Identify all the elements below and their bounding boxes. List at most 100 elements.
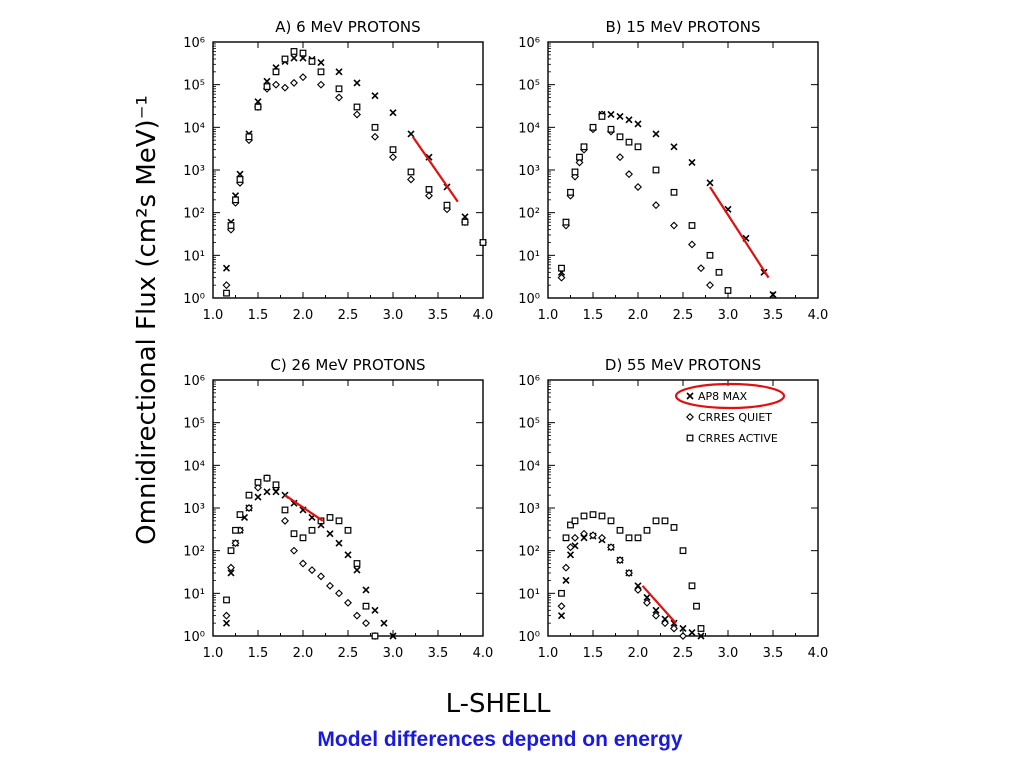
x-tick-label: 1.0: [538, 308, 559, 323]
data-point: [290, 54, 298, 62]
data-point: [335, 68, 343, 76]
panel-title: C) 26 MeV PROTONS: [270, 356, 425, 374]
data-point: [407, 168, 415, 176]
data-point: [299, 559, 307, 568]
x-tick-label: 2.0: [293, 646, 314, 661]
data-point: [697, 625, 705, 632]
data-point: [589, 531, 597, 540]
data-point: [223, 289, 230, 297]
plot-frame: [212, 379, 484, 637]
data-point: [670, 188, 678, 196]
data-point: [562, 576, 570, 585]
y-tick-label: 10⁰: [518, 292, 540, 307]
data-point: [616, 133, 624, 141]
data-point: [245, 491, 253, 499]
x-tick-label: 2.0: [628, 646, 649, 661]
data-point: [389, 109, 397, 117]
legend-entry-label: AP8 MAX: [698, 390, 748, 403]
data-point: [557, 273, 566, 282]
data-point: [223, 596, 230, 604]
y-tick-label: 10²: [518, 207, 540, 222]
x-tick-label: 3.0: [383, 308, 404, 323]
data-point: [326, 581, 334, 590]
data-point: [679, 632, 687, 640]
plot-frame: [547, 41, 819, 299]
x-tick-label: 2.0: [293, 308, 314, 323]
data-point: [443, 201, 451, 209]
y-tick-label: 10²: [518, 545, 540, 560]
data-point: [389, 146, 397, 154]
data-point: [290, 48, 298, 55]
x-tick-label: 1.0: [203, 646, 224, 661]
data-point: [371, 132, 379, 141]
y-tick-label: 10⁴: [183, 121, 205, 136]
x-tick-label: 1.0: [538, 646, 559, 661]
data-point: [566, 543, 575, 552]
data-point: [317, 68, 325, 76]
data-point: [326, 514, 334, 521]
y-tick-label: 10⁰: [518, 630, 540, 645]
x-tick-label: 3.5: [763, 646, 784, 661]
data-point: [425, 186, 433, 193]
data-point: [335, 85, 343, 93]
plot-frame: [212, 41, 484, 299]
data-point: [616, 556, 624, 565]
series-crres-active: [558, 511, 705, 632]
data-point: [598, 113, 606, 120]
data-point: [625, 116, 633, 124]
data-point: [371, 632, 379, 640]
data-point: [380, 619, 388, 627]
y-tick-label: 10⁶: [183, 36, 205, 51]
data-point: [580, 143, 588, 151]
data-point: [562, 218, 570, 226]
data-point: [308, 526, 316, 534]
data-point: [598, 533, 606, 542]
data-point: [562, 534, 570, 542]
x-tick-label: 2.5: [338, 308, 359, 323]
data-point: [625, 170, 633, 179]
data-point: [580, 534, 588, 542]
data-point: [407, 130, 415, 138]
y-tick-label: 10¹: [183, 587, 205, 602]
y-axis-label: Omnidirectional Flux (cm²s MeV)⁻¹: [132, 95, 162, 545]
data-point: [634, 582, 642, 590]
data-point: [697, 632, 705, 640]
data-point: [236, 511, 244, 519]
data-point: [607, 110, 615, 119]
data-point: [308, 566, 316, 575]
data-point: [254, 478, 262, 486]
series-crres-active: [558, 113, 732, 294]
legend-entry-label: CRRES QUIET: [698, 411, 772, 424]
series-ap8-max: [222, 54, 487, 272]
data-point: [272, 481, 280, 489]
data-point: [661, 619, 669, 628]
data-point: [272, 68, 280, 76]
data-point: [688, 240, 696, 249]
panel-title: B) 15 MeV PROTONS: [606, 18, 761, 36]
data-point: [353, 611, 361, 620]
data-point: [254, 483, 262, 492]
highlight-segment: [284, 494, 324, 522]
plot-frame: [547, 379, 819, 637]
y-tick-label: 10³: [518, 502, 540, 517]
data-point: [693, 602, 700, 610]
data-point: [566, 551, 575, 559]
data-point: [290, 530, 298, 538]
data-point: [362, 619, 370, 628]
data-point: [281, 55, 289, 63]
slide-caption: Model differences depend on energy: [317, 728, 683, 751]
legend-marker: [686, 392, 694, 400]
y-tick-label: 10⁴: [518, 121, 540, 136]
data-point: [580, 512, 588, 520]
x-tick-label: 4.0: [473, 308, 494, 323]
data-point: [706, 251, 714, 259]
data-point: [362, 602, 370, 610]
data-point: [576, 153, 583, 161]
data-point: [688, 222, 696, 229]
y-tick-label: 10³: [183, 502, 205, 517]
x-tick-label: 3.0: [383, 646, 404, 661]
data-point: [625, 568, 633, 577]
data-point: [425, 191, 433, 200]
data-point: [616, 526, 624, 534]
data-point: [362, 586, 370, 594]
